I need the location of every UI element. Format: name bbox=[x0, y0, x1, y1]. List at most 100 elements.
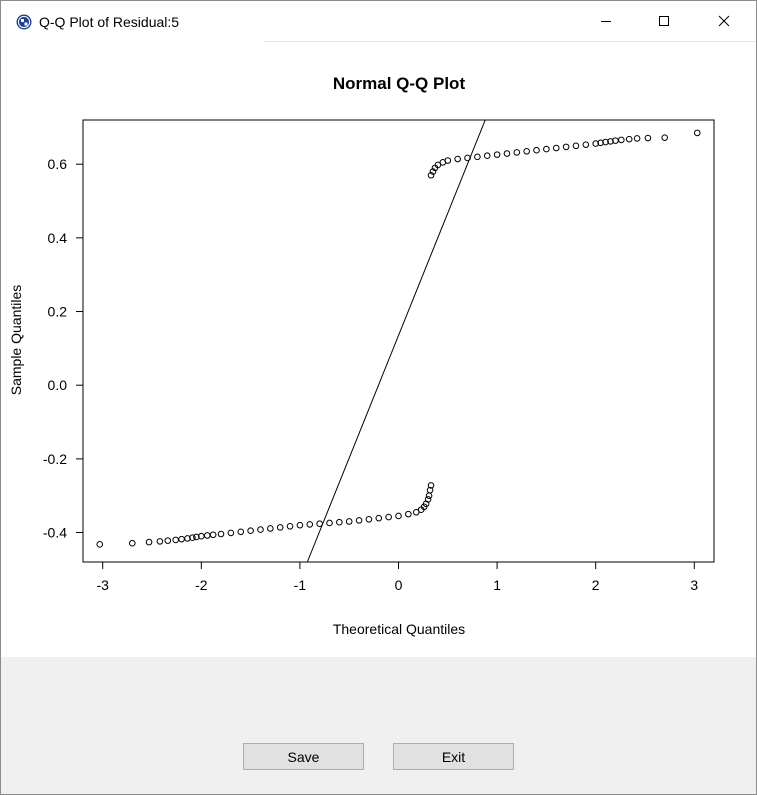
exit-button[interactable]: Exit bbox=[393, 743, 514, 770]
y-tick-label: 0.6 bbox=[48, 156, 68, 172]
data-point bbox=[267, 525, 274, 532]
minimize-button[interactable] bbox=[577, 1, 635, 41]
data-point bbox=[693, 129, 701, 137]
data-point bbox=[427, 171, 435, 179]
data-point bbox=[592, 140, 599, 147]
y-tick-label: 0.4 bbox=[48, 230, 68, 246]
x-tick-label: -1 bbox=[294, 577, 307, 593]
data-point bbox=[96, 541, 104, 548]
data-point bbox=[128, 539, 136, 547]
data-point bbox=[444, 157, 452, 164]
data-point bbox=[405, 510, 412, 518]
data-point bbox=[552, 144, 560, 152]
data-points bbox=[96, 129, 701, 548]
x-tick-label: 1 bbox=[493, 577, 501, 593]
x-tick-label: -2 bbox=[195, 577, 208, 593]
chart-title: Normal Q-Q Plot bbox=[333, 74, 466, 93]
data-point bbox=[395, 512, 402, 520]
qq-chart: Normal Q-Q Plot -3 -2 -1 0 1 2 3 -0.4 -0.2 0.0 0.… bbox=[8, 74, 715, 637]
data-point bbox=[633, 135, 641, 142]
data-point bbox=[355, 517, 363, 524]
data-point bbox=[336, 518, 343, 526]
data-point bbox=[562, 143, 570, 151]
data-point bbox=[145, 538, 153, 546]
data-point bbox=[572, 142, 580, 150]
data-point bbox=[427, 482, 435, 489]
data-point bbox=[306, 521, 314, 528]
data-point bbox=[286, 522, 294, 530]
data-point bbox=[178, 535, 185, 543]
x-tick-label: 2 bbox=[592, 577, 600, 593]
data-point bbox=[644, 134, 652, 142]
data-point bbox=[345, 518, 353, 525]
y-tick-label: -0.4 bbox=[43, 525, 67, 541]
reference-line bbox=[306, 119, 486, 563]
data-point bbox=[189, 534, 196, 541]
data-point bbox=[247, 527, 254, 534]
data-point bbox=[237, 528, 245, 536]
data-point bbox=[454, 155, 461, 163]
y-axis-label: Sample Quantiles bbox=[8, 285, 24, 396]
y-tick-label: -0.2 bbox=[43, 451, 67, 467]
data-point bbox=[618, 136, 625, 144]
x-tick-label: 0 bbox=[395, 577, 403, 593]
data-point bbox=[257, 526, 264, 533]
data-point bbox=[209, 531, 217, 539]
app-icon bbox=[16, 14, 32, 30]
data-point bbox=[429, 168, 437, 175]
save-button[interactable]: Save bbox=[243, 743, 364, 770]
data-point bbox=[523, 148, 530, 155]
data-point bbox=[464, 154, 471, 162]
data-point bbox=[625, 135, 633, 143]
data-point bbox=[597, 139, 604, 147]
minimize-icon bbox=[601, 21, 611, 22]
data-point bbox=[184, 535, 191, 542]
data-point bbox=[276, 524, 284, 531]
title-bar[interactable]: Q-Q Plot of Residual:5 bbox=[1, 1, 756, 41]
data-point bbox=[493, 151, 501, 158]
window-title: Q-Q Plot of Residual:5 bbox=[39, 14, 180, 30]
data-point bbox=[582, 141, 590, 148]
title-separator bbox=[264, 41, 756, 42]
data-point bbox=[474, 153, 481, 161]
data-point bbox=[203, 532, 211, 539]
data-point bbox=[661, 134, 669, 141]
data-point bbox=[296, 521, 304, 529]
data-point bbox=[513, 149, 521, 156]
data-point bbox=[533, 146, 540, 154]
data-point bbox=[193, 533, 200, 541]
y-tick-label: 0.2 bbox=[48, 304, 68, 320]
data-point bbox=[424, 496, 432, 503]
data-point bbox=[543, 145, 550, 153]
y-axis: -0.4 -0.2 0.0 0.2 0.4 0.6 bbox=[43, 156, 83, 541]
data-point bbox=[217, 530, 225, 538]
plot-frame bbox=[82, 119, 715, 563]
maximize-icon bbox=[659, 16, 669, 26]
close-icon bbox=[718, 15, 730, 27]
data-point bbox=[425, 492, 433, 500]
x-tick-label: 3 bbox=[690, 577, 698, 593]
data-point bbox=[602, 138, 609, 146]
maximize-button[interactable] bbox=[635, 1, 693, 41]
data-point bbox=[607, 138, 614, 145]
data-point bbox=[483, 152, 491, 160]
x-tick-label: -3 bbox=[96, 577, 109, 593]
button-panel: Save Exit bbox=[1, 657, 756, 794]
data-point bbox=[316, 520, 323, 527]
data-point bbox=[172, 536, 179, 544]
data-point bbox=[503, 150, 511, 157]
data-point bbox=[412, 508, 420, 516]
data-point bbox=[326, 519, 333, 527]
plot-area: Normal Q-Q Plot -3 -2 -1 0 1 2 3 -0.4 -0.2 0.0 0.… bbox=[1, 42, 756, 657]
data-point bbox=[385, 513, 392, 521]
x-axis-label: Theoretical Quantiles bbox=[333, 621, 465, 637]
data-point bbox=[426, 486, 434, 494]
x-axis: -3 -2 -1 0 1 2 3 bbox=[96, 562, 698, 593]
y-tick-label: 0.0 bbox=[48, 377, 68, 393]
close-button[interactable] bbox=[695, 1, 753, 41]
data-point bbox=[164, 537, 172, 544]
data-point bbox=[156, 538, 164, 545]
data-point bbox=[227, 529, 235, 537]
data-point bbox=[434, 161, 442, 169]
